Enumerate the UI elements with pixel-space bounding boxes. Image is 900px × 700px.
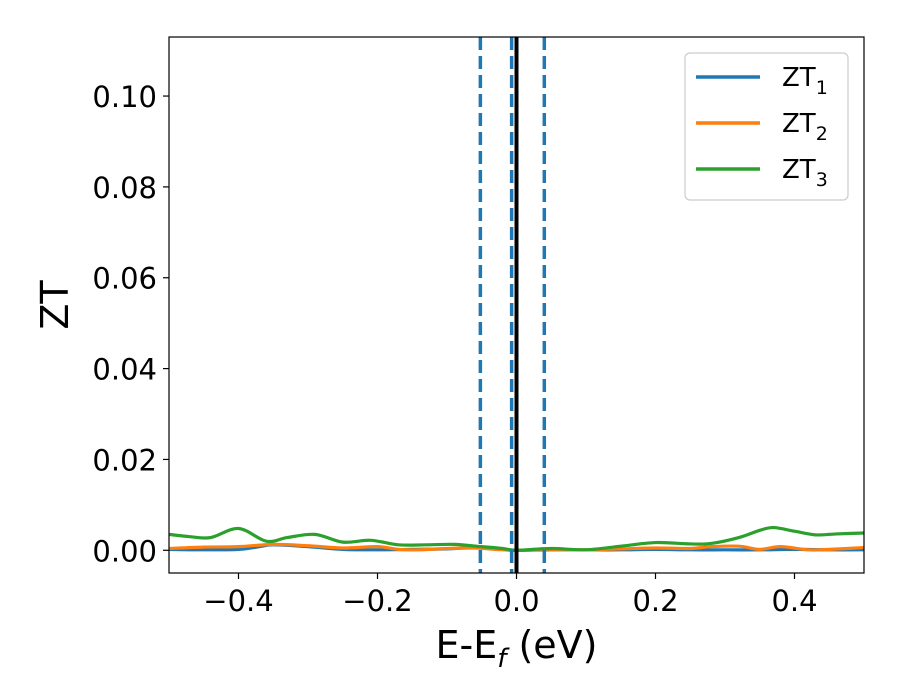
x-axis-label-tail: (eV)	[506, 623, 597, 667]
x-axis-label: E-Ef (eV)	[436, 623, 598, 674]
reference-lines	[478, 37, 547, 573]
y-tick-label: 0.06	[92, 262, 157, 296]
x-tick-label: 0.0	[493, 584, 539, 618]
y-tick-label: 0.00	[92, 534, 157, 568]
y-tick-label: 0.08	[92, 171, 157, 205]
y-axis-ticks: 0.00 0.02 0.04 0.06 0.08 0.10	[92, 80, 169, 568]
x-axis-label-main: E-E	[436, 623, 498, 667]
legend-label: ZT2	[782, 109, 828, 145]
legend: ZT1 ZT2 ZT3	[684, 52, 849, 201]
y-tick-label: 0.10	[92, 80, 157, 114]
x-tick-label: 0.2	[632, 584, 678, 618]
legend-box	[684, 52, 849, 201]
x-tick-label: −0.4	[203, 584, 273, 618]
legend-label: ZT1	[782, 63, 828, 99]
x-tick-label: 0.4	[771, 584, 817, 618]
series-line-zt3	[169, 525, 864, 552]
y-tick-label: 0.02	[92, 443, 157, 477]
y-axis-label: ZT	[33, 280, 77, 330]
legend-label: ZT3	[782, 155, 828, 191]
y-tick-label: 0.04	[92, 353, 157, 387]
x-axis-ticks: −0.4 −0.2 0.0 0.2 0.4	[203, 573, 818, 618]
x-tick-label: −0.2	[342, 584, 412, 618]
